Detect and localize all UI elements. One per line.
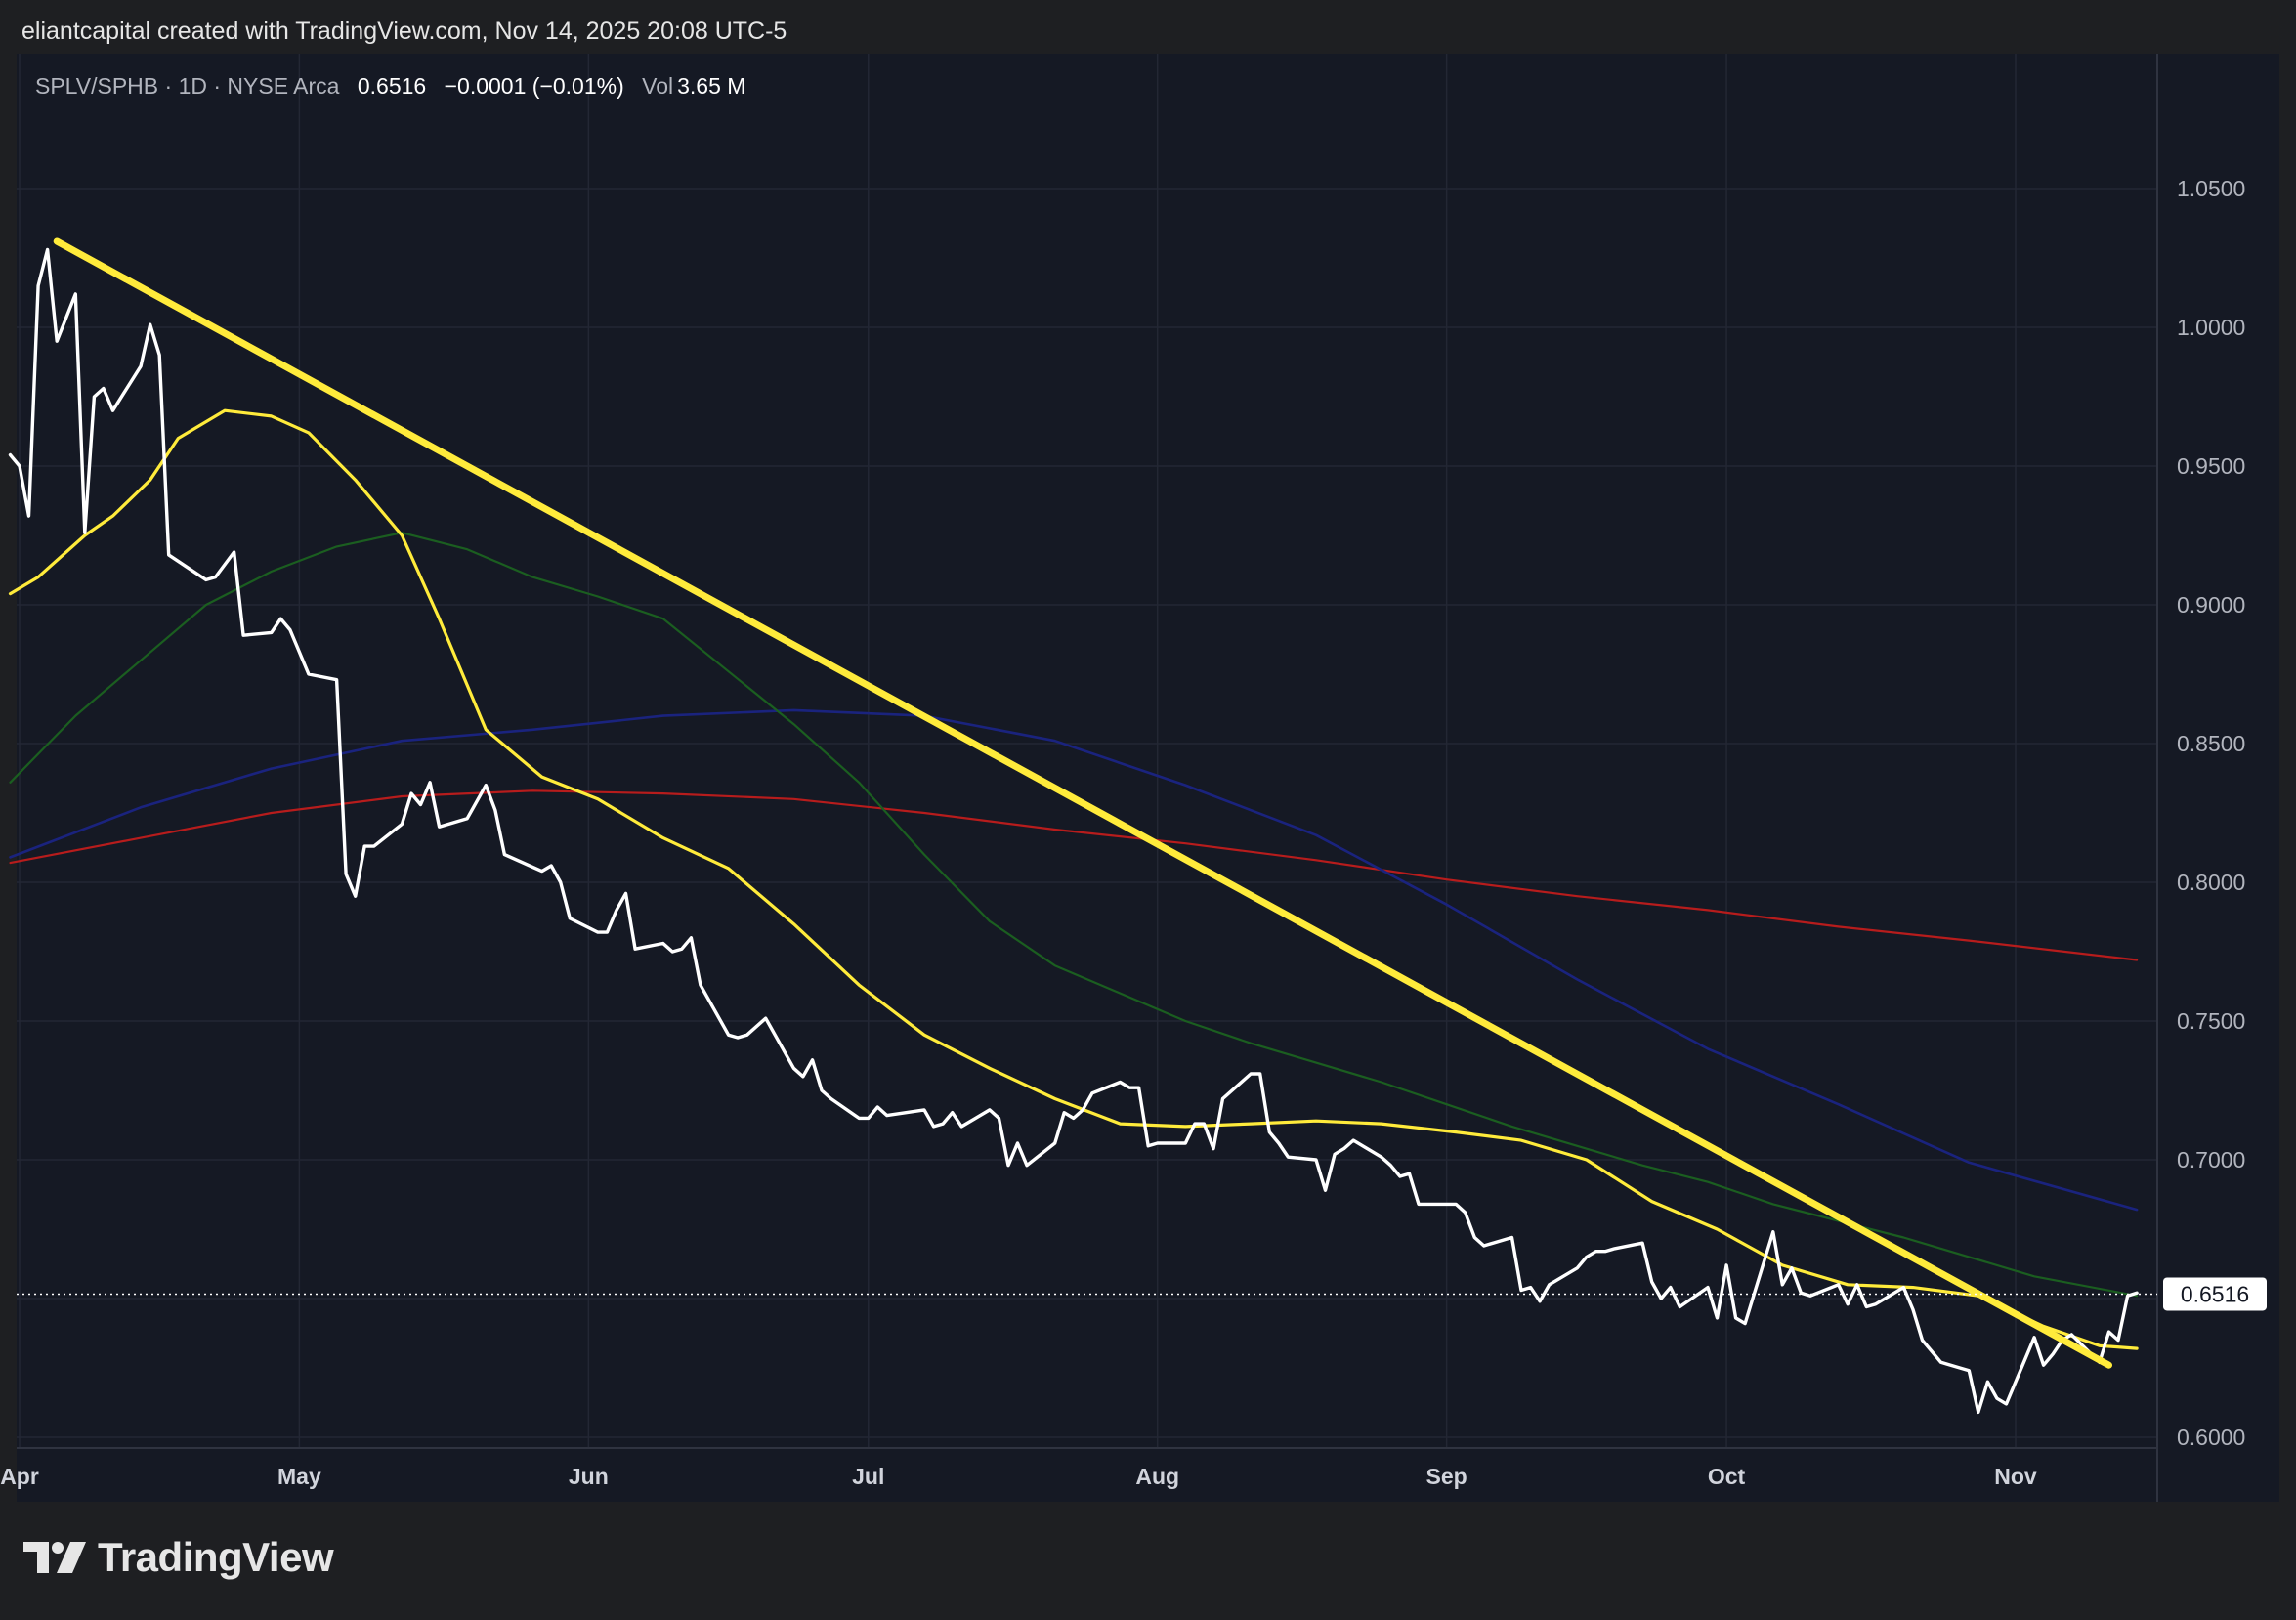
y-tick-label: 1.0500	[2177, 176, 2245, 201]
series-line-ma-fast[interactable]	[8, 408, 2139, 1350]
brand-logo[interactable]: TradingView	[23, 1534, 334, 1581]
y-tick-label: 1.0000	[2177, 315, 2245, 340]
x-tick-label: Jul	[852, 1464, 884, 1489]
series-line-price[interactable]	[8, 247, 2139, 1415]
y-tick-label: 0.7000	[2177, 1147, 2245, 1172]
y-tick-label: 0.8000	[2177, 870, 2245, 895]
y-tick-label: 0.8500	[2177, 731, 2245, 756]
x-tick-label: Apr	[0, 1464, 39, 1489]
legend-symbol[interactable]: SPLV/SPHB · 1D · NYSE Arca	[35, 73, 340, 99]
legend-volume-value: 3.65 M	[677, 73, 746, 99]
brand-name: TradingView	[98, 1534, 334, 1580]
legend-price: 0.6516	[357, 73, 427, 99]
x-tick-label: Nov	[1994, 1464, 2037, 1489]
grid-lines	[17, 54, 2157, 1448]
last-price-label: 0.6516	[2181, 1281, 2249, 1306]
axes: 1.0500 1.0000 0.9500 0.9000 0.8500 0.8000 0.75…	[0, 54, 2267, 1502]
series-line-ma-slow-red[interactable]	[9, 789, 2139, 961]
y-tick-label: 0.6000	[2177, 1425, 2245, 1450]
y-tick-label: 0.9000	[2177, 592, 2245, 618]
x-tick-label: Jun	[569, 1464, 609, 1489]
attribution-text: eliantcapital created with TradingView.c…	[21, 18, 787, 45]
symbol-legend: SPLV/SPHB · 1D · NYSE Arca 0.6516 −0.000…	[35, 73, 757, 100]
x-tick-label: Sep	[1426, 1464, 1467, 1489]
series-line-ma-medium[interactable]	[9, 532, 2139, 1298]
series-lines	[8, 237, 2139, 1415]
tradingview-logo-icon	[23, 1542, 86, 1573]
x-tick-label: May	[277, 1464, 321, 1489]
legend-change: −0.0001 (−0.01%)	[444, 73, 624, 99]
x-tick-label: Oct	[1708, 1464, 1746, 1489]
y-tick-label: 0.9500	[2177, 453, 2245, 479]
x-tick-label: Aug	[1135, 1464, 1179, 1489]
chart-panel[interactable]	[17, 54, 2279, 1502]
last-price-badge	[2163, 1277, 2267, 1311]
series-line-trendline[interactable]	[53, 237, 2112, 1369]
legend-volume-label: Vol	[642, 73, 674, 99]
series-line-ma-slow-blue[interactable]	[9, 708, 2139, 1212]
y-tick-label: 0.7500	[2177, 1008, 2245, 1034]
